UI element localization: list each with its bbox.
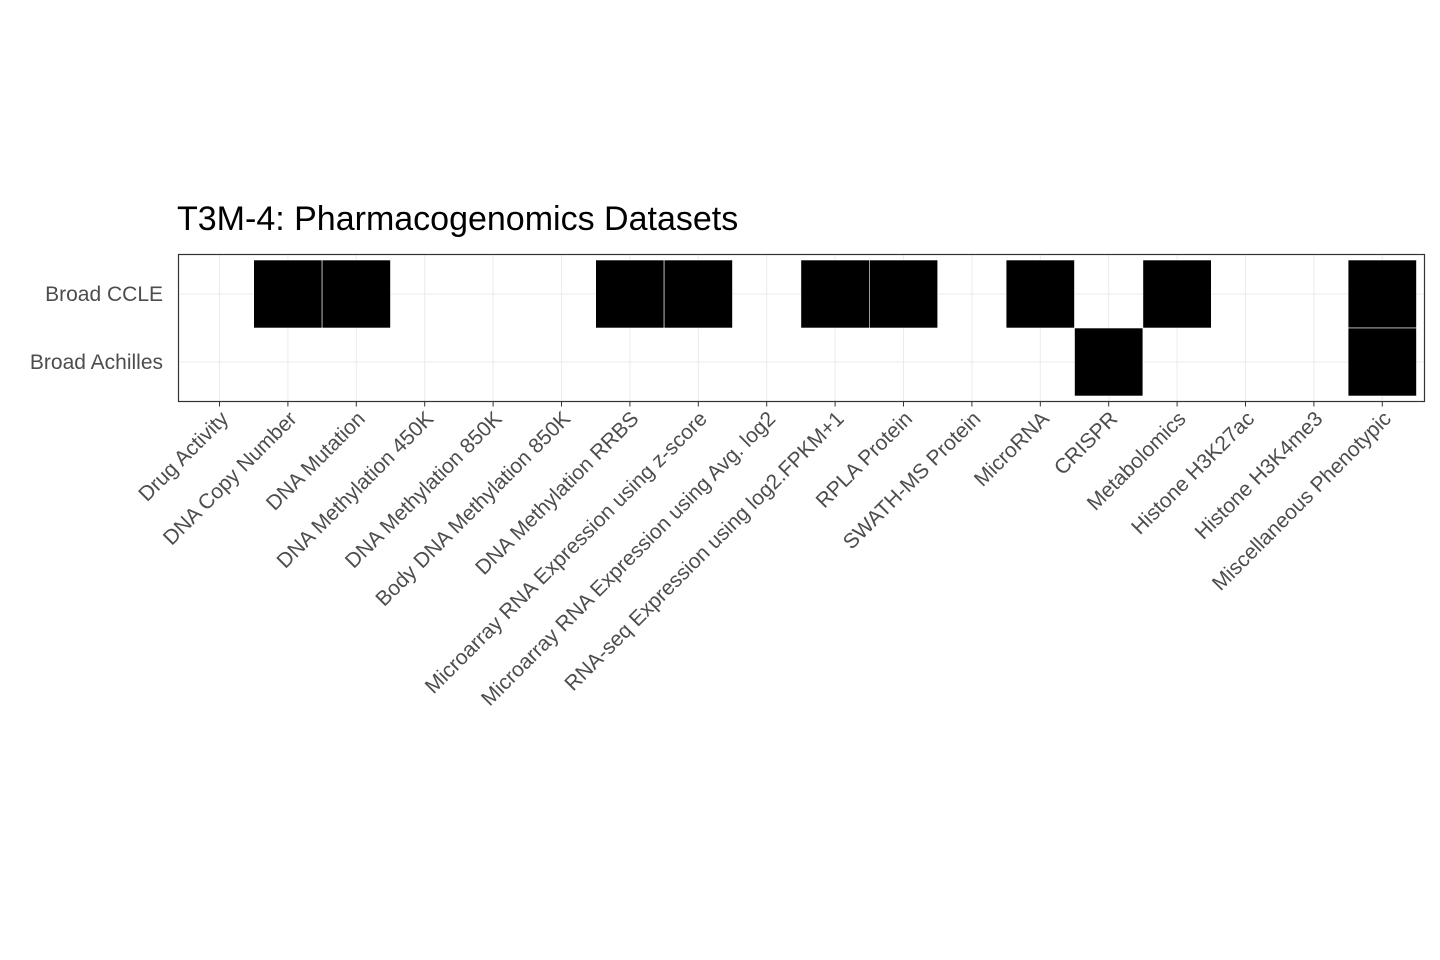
heatmap-cell <box>868 259 938 329</box>
x-tick-label: CRISPR <box>1050 407 1122 479</box>
y-tick-label: Broad CCLE <box>45 283 163 306</box>
heatmap-cell <box>800 259 870 329</box>
heatmap-cell <box>321 259 391 329</box>
heatmap-cell <box>595 259 665 329</box>
heatmap-cell <box>1005 259 1075 329</box>
heatmap-cell <box>1074 327 1144 397</box>
heatmap-cell <box>1142 259 1212 329</box>
y-tick-label: Broad Achilles <box>30 351 163 374</box>
y-axis-tick-labels: Broad CCLE Broad Achilles <box>30 283 163 374</box>
heatmap-cell <box>1347 259 1417 329</box>
x-tick-label: Histone H3K4me3 <box>1191 407 1328 544</box>
x-tick-label: MicroRNA <box>970 407 1054 491</box>
heatmap-cell <box>663 259 733 329</box>
chart-title: T3M-4: Pharmacogenomics Datasets <box>177 200 738 238</box>
heatmap-cell <box>253 259 323 329</box>
panel-border <box>177 253 1426 403</box>
heatmap-cell <box>1347 327 1417 397</box>
x-tick-label: DNA Copy Number <box>159 407 302 550</box>
heatmap-cells <box>253 259 1417 397</box>
x-tick-label: SWATH-MS Protein <box>839 407 986 554</box>
x-tick-label: Histone H3K27ac <box>1127 407 1259 539</box>
